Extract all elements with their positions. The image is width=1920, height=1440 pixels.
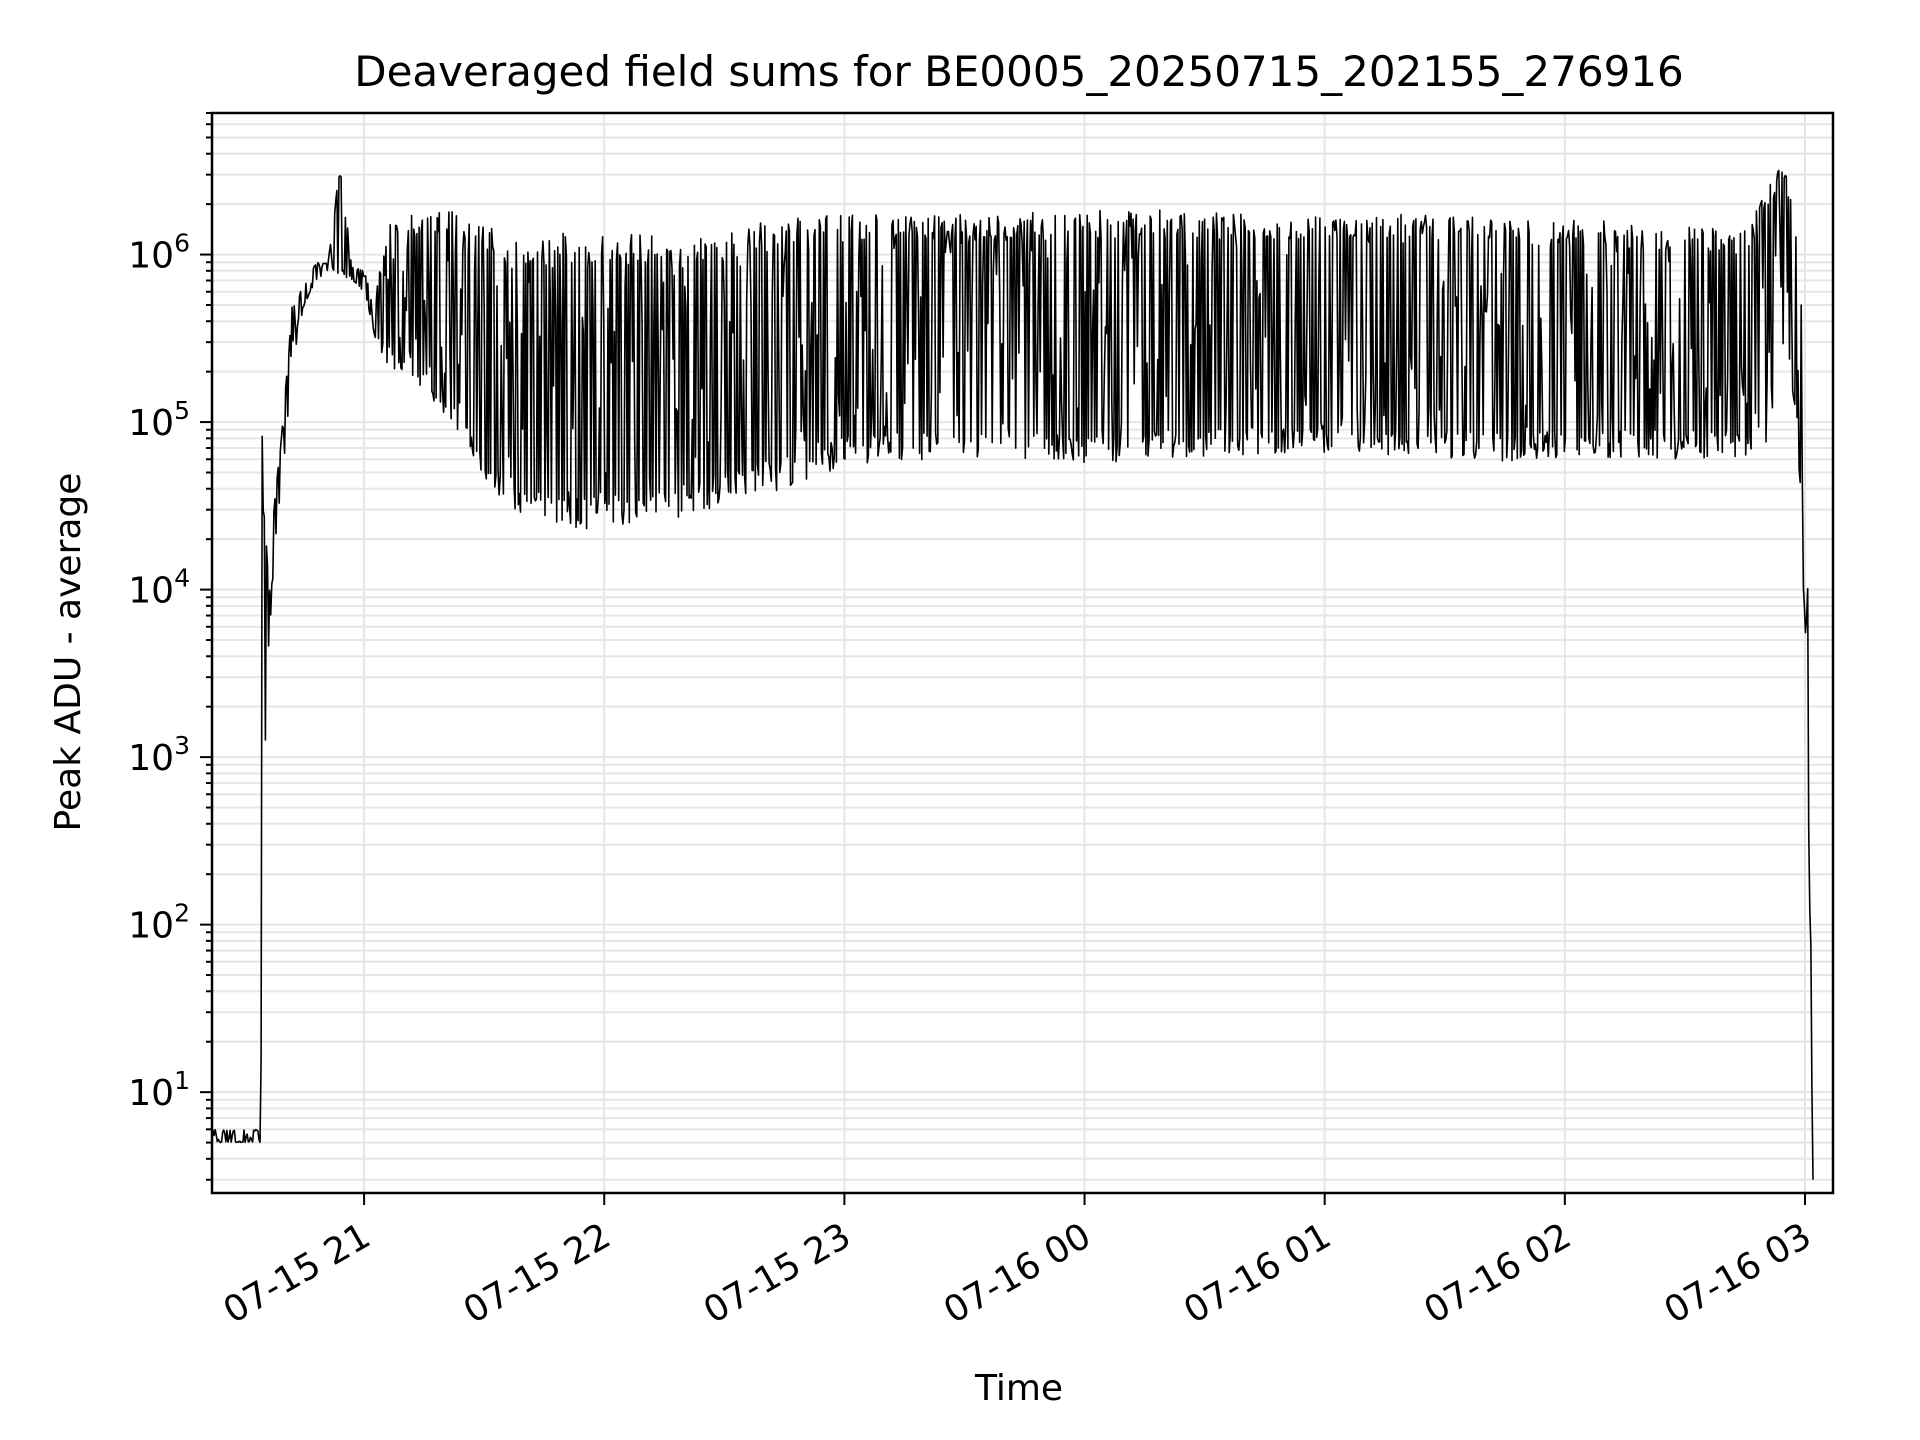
y-tick-exponent: 1	[174, 1066, 190, 1095]
y-tick-base: 10	[128, 906, 174, 947]
y-tick-label: 106	[128, 229, 190, 277]
series-layer	[211, 169, 1814, 1180]
series-line	[211, 169, 1814, 1180]
chart-title: Deaveraged field sums for BE0005_2025071…	[354, 47, 1684, 96]
y-tick-base: 10	[128, 738, 174, 779]
y-tick-exponent: 2	[174, 899, 190, 928]
y-tick-label: 103	[128, 731, 190, 779]
tick-marks	[200, 112, 1806, 1205]
y-tick-base: 10	[128, 1073, 174, 1114]
y-tick-exponent: 5	[174, 396, 190, 425]
y-tick-base: 10	[128, 571, 174, 612]
y-tick-base: 10	[128, 236, 174, 277]
y-tick-exponent: 3	[174, 731, 190, 760]
y-tick-label: 104	[128, 564, 190, 612]
plot-frame	[210, 111, 1835, 1195]
y-tick-exponent: 6	[174, 229, 190, 258]
y-tick-base: 10	[128, 403, 174, 444]
y-tick-label: 105	[128, 396, 190, 444]
y-tick-label: 102	[128, 899, 190, 947]
x-axis-label: Time	[974, 1368, 1063, 1409]
y-tick-label: 101	[128, 1066, 190, 1114]
y-tick-exponent: 4	[174, 564, 190, 593]
y-axis-label: Peak ADU - average	[48, 473, 89, 832]
